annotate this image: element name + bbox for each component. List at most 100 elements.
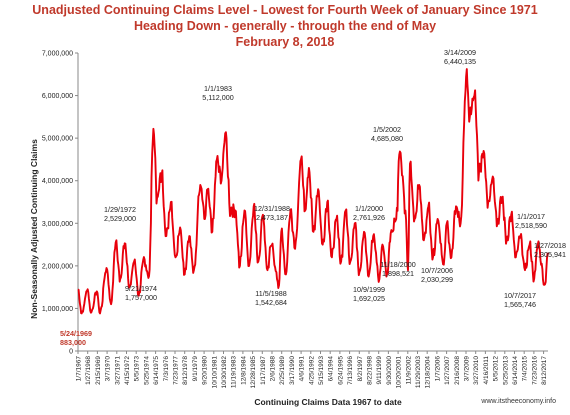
x-tick-label: 1/7/2006 [434, 356, 441, 382]
x-tick-label: 2/25/1989 [279, 356, 286, 385]
x-tick-label: 12/28/1985 [250, 356, 257, 389]
annotation-date: 11/5/1988 [255, 289, 286, 298]
annotation-value: 2,761,926 [353, 213, 385, 222]
x-tick-label: 5/5/1973 [134, 356, 141, 382]
x-tick-label: 3/27/1971 [114, 356, 121, 385]
annotation-value: 1,565,746 [504, 300, 536, 309]
annotation-date: 9/21/1974 [125, 284, 157, 293]
annotation-date: 1/1/1983 [204, 84, 232, 93]
x-tick-label: 5/25/1974 [143, 356, 150, 385]
x-tick-label: 9/11/1999 [376, 356, 383, 385]
x-tick-label: 7/23/2016 [531, 356, 538, 385]
y-tick-label: 7,000,000 [42, 51, 73, 58]
annotation-value: 2,518,590 [515, 221, 547, 230]
annotation-value: 1,692,025 [353, 294, 385, 303]
x-tick-label: 12/8/1984 [240, 356, 247, 385]
x-axis: 1/7/1967 1/27/1968 2/15/1969 3/7/1970 3/27/1… [76, 350, 548, 389]
x-tick-label: 8/22/1998 [366, 356, 373, 385]
annotation-date: 11/18/2000 [380, 260, 415, 269]
annotation-value: 1,898,521 [382, 269, 414, 278]
x-tick-label: 10/30/1982 [221, 356, 228, 389]
x-axis-label: Continuing Claims Data 1967 to date [254, 397, 402, 407]
annotation-value: 6,440,135 [444, 57, 476, 66]
x-tick-label: 9/20/1980 [202, 356, 209, 385]
x-tick-label: 3/7/2009 [463, 356, 470, 382]
y-tick-label: 6,000,000 [42, 93, 73, 100]
x-tick-label: 10/10/1981 [211, 356, 218, 389]
annotation-value: 2,030,299 [421, 275, 453, 284]
x-tick-label: 6/14/1975 [153, 356, 160, 385]
x-tick-label: 8/12/2017 [541, 356, 548, 385]
annotation-date: 3/14/2009 [444, 48, 476, 57]
annotation-date: 5/24/1969 [60, 329, 92, 338]
annotation-value: 4,685,080 [371, 134, 403, 143]
x-tick-label: 2/6/1988 [269, 356, 276, 382]
chart-title: Unadjusted Continuing Claims Level - Low… [32, 3, 538, 17]
y-tick-label: 5,000,000 [42, 136, 73, 143]
x-tick-label: 4/16/2011 [483, 356, 490, 385]
annotation-value: 5,112,000 [202, 93, 233, 102]
x-tick-label: 11/19/1983 [231, 356, 238, 388]
annotation-date: 10/7/2006 [421, 266, 453, 275]
x-tick-label: 1/27/2007 [444, 356, 451, 385]
x-tick-label: 4/25/1992 [308, 356, 315, 385]
x-tick-label: 5/5/2012 [493, 356, 500, 382]
x-tick-label: 5/15/1993 [318, 356, 325, 385]
x-tick-label: 2/15/1969 [95, 356, 102, 385]
x-tick-label: 9/1/1979 [192, 356, 199, 382]
x-tick-label: 9/30/2000 [386, 356, 393, 385]
annotation-date: 1/1/2017 [517, 212, 545, 221]
y-tick-label: 3,000,000 [42, 221, 73, 228]
y-tick-label: 4,000,000 [42, 178, 73, 185]
x-tick-label: 1/17/1987 [260, 356, 267, 385]
y-tick-label: 2,000,000 [42, 263, 73, 270]
y-tick-label: 0 [69, 349, 73, 356]
annotation-date: 10/9/1999 [353, 285, 385, 294]
x-tick-label: 1/27/1968 [85, 356, 92, 385]
annotation-value: 2,305,941 [534, 250, 566, 259]
annotation-date: 1/1/2000 [355, 204, 383, 213]
series-layer [77, 68, 549, 315]
x-tick-label: 8/2/1997 [357, 356, 364, 382]
x-tick-label: 1/7/1967 [76, 356, 83, 382]
annotation-value: 2,529,000 [104, 214, 136, 223]
x-tick-label: 7/23/1977 [172, 356, 179, 385]
x-tick-label: 11/29/2003 [415, 356, 422, 388]
x-tick-label: 4/6/1991 [299, 356, 306, 382]
x-tick-label: 7/4/2015 [522, 356, 529, 382]
x-tick-label: 7/13/1996 [347, 356, 354, 385]
x-tick-label: 6/24/1995 [337, 356, 344, 385]
x-tick-label: 2/16/2008 [454, 356, 461, 385]
annotation-value: 883,000 [60, 338, 86, 347]
annotation-date: 1/27/2018 [534, 241, 566, 250]
x-tick-label: 4/15/1972 [124, 356, 131, 385]
x-tick-label: 8/12/1978 [182, 356, 189, 385]
x-tick-label: 3/27/2010 [473, 356, 480, 385]
annotation-value: 2,473,187 [256, 213, 288, 222]
chart-subtitle: Heading Down - generally - through the e… [133, 19, 437, 33]
x-tick-label: 3/7/1970 [105, 356, 112, 382]
annotation-date: 12/31/1988 [254, 204, 290, 213]
annotation-date: 1/5/2002 [373, 125, 401, 134]
y-tick-label: 1,000,000 [42, 306, 73, 313]
x-tick-label: 11/9/2002 [405, 356, 412, 385]
x-tick-label: 7/3/1976 [163, 356, 170, 382]
annotation-value: 1,542,684 [255, 298, 287, 307]
x-tick-label: 12/18/2004 [425, 356, 432, 389]
series-line [77, 68, 549, 315]
chart-date: February 8, 2018 [235, 35, 335, 49]
